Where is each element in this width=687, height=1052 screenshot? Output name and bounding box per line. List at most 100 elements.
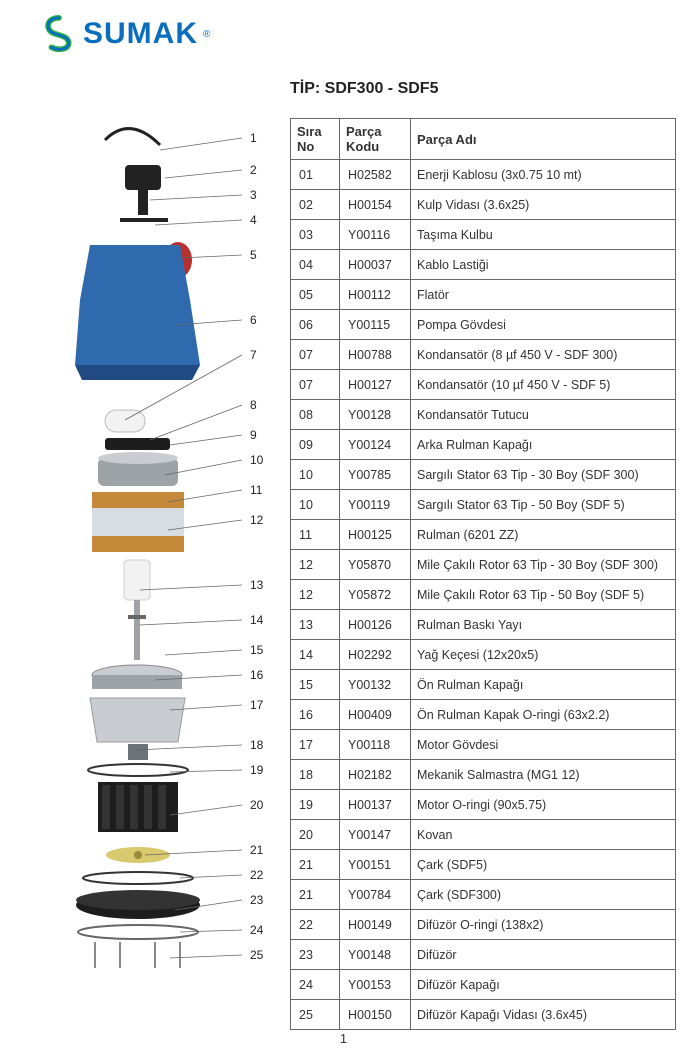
table-row: 13H00126Rulman Baskı Yayı: [291, 610, 676, 640]
cell-parca: H02582: [340, 160, 411, 190]
cell-parca: Y05870: [340, 550, 411, 580]
table-row: 11H00125Rulman (6201 ZZ): [291, 520, 676, 550]
part-seal: [128, 744, 148, 760]
cell-parca: Y00128: [340, 400, 411, 430]
cell-parca: Y00119: [340, 490, 411, 520]
table-row: 10Y00119Sargılı Stator 63 Tip - 50 Boy (…: [291, 490, 676, 520]
part-diff-oring: [83, 872, 193, 884]
table-row: 05H00112Flatör: [291, 280, 676, 310]
cell-sira: 04: [291, 250, 340, 280]
table-row: 25H00150Difüzör Kapağı Vidası (3.6x45): [291, 1000, 676, 1030]
part-rotor: [124, 560, 150, 660]
cell-adi: Kulp Vidası (3.6x25): [411, 190, 676, 220]
cell-parca: H00127: [340, 370, 411, 400]
cell-sira: 15: [291, 670, 340, 700]
callout-number: 22: [250, 868, 264, 882]
cell-adi: Motor Gövdesi: [411, 730, 676, 760]
callout-leader: [140, 620, 242, 625]
cell-adi: Kondansatör Tutucu: [411, 400, 676, 430]
cell-parca: H00788: [340, 340, 411, 370]
callout-number: 2: [250, 163, 257, 177]
part-handle-stem: [138, 190, 148, 215]
cell-parca: H00149: [340, 910, 411, 940]
cell-adi: Mile Çakılı Rotor 63 Tip - 30 Boy (SDF 3…: [411, 550, 676, 580]
part-oring: [88, 764, 188, 776]
table-row: 21Y00151Çark (SDF5): [291, 850, 676, 880]
table-row: 19H00137Motor O-ringi (90x5.75): [291, 790, 676, 820]
callout-number: 16: [250, 668, 264, 682]
callout-number: 17: [250, 698, 264, 712]
cell-parca: H00126: [340, 610, 411, 640]
cell-parca: Y00784: [340, 880, 411, 910]
cell-adi: Sargılı Stator 63 Tip - 30 Boy (SDF 300): [411, 460, 676, 490]
cell-parca: Y00151: [340, 850, 411, 880]
cell-adi: Flatör: [411, 280, 676, 310]
callout-number: 23: [250, 893, 264, 907]
cell-sira: 12: [291, 580, 340, 610]
exploded-diagram: 1234567891011121314151617181920212223242…: [20, 120, 280, 990]
callout-leader: [155, 220, 242, 225]
cell-adi: Kondansatör (10 µf 450 V - SDF 5): [411, 370, 676, 400]
page-number: 1: [340, 1031, 347, 1046]
cell-adi: Arka Rulman Kapağı: [411, 430, 676, 460]
cell-adi: Çark (SDF5): [411, 850, 676, 880]
cell-sira: 06: [291, 310, 340, 340]
cell-sira: 17: [291, 730, 340, 760]
cell-parca: Y00124: [340, 430, 411, 460]
part-capacitor: [105, 410, 145, 432]
callout-leader: [170, 805, 242, 815]
table-row: 22H00149Difüzör O-ringi (138x2): [291, 910, 676, 940]
table-row: 09Y00124Arka Rulman Kapağı: [291, 430, 676, 460]
table-row: 12Y05872Mile Çakılı Rotor 63 Tip - 50 Bo…: [291, 580, 676, 610]
cell-adi: Sargılı Stator 63 Tip - 50 Boy (SDF 5): [411, 490, 676, 520]
table-row: 23Y00148Difüzör: [291, 940, 676, 970]
cell-sira: 11: [291, 520, 340, 550]
callout-number: 3: [250, 188, 257, 202]
table-row: 01H02582Enerji Kablosu (3x0.75 10 mt): [291, 160, 676, 190]
cell-parca: Y00132: [340, 670, 411, 700]
table-row: 21Y00784Çark (SDF300): [291, 880, 676, 910]
callout-number: 20: [250, 798, 264, 812]
table-row: 20Y00147Kovan: [291, 820, 676, 850]
cell-adi: Rulman (6201 ZZ): [411, 520, 676, 550]
part-stator: [92, 492, 184, 552]
table-row: 10Y00785Sargılı Stator 63 Tip - 30 Boy (…: [291, 460, 676, 490]
cell-sira: 07: [291, 370, 340, 400]
cell-parca: H00409: [340, 700, 411, 730]
table-row: 07H00127Kondansatör (10 µf 450 V - SDF 5…: [291, 370, 676, 400]
part-impeller: [106, 847, 170, 863]
cell-parca: Y05872: [340, 580, 411, 610]
callout-leader: [165, 650, 242, 655]
cell-sira: 22: [291, 910, 340, 940]
table-row: 08Y00128Kondansatör Tutucu: [291, 400, 676, 430]
cell-sira: 13: [291, 610, 340, 640]
part-kovan: [98, 782, 178, 832]
part-pump-body: [75, 245, 200, 380]
callout-number: 18: [250, 738, 264, 752]
cell-parca: Y00153: [340, 970, 411, 1000]
table-row: 18H02182Mekanik Salmastra (MG1 12): [291, 760, 676, 790]
table-row: 17Y00118Motor Gövdesi: [291, 730, 676, 760]
table-row: 24Y00153Difüzör Kapağı: [291, 970, 676, 1000]
cell-sira: 21: [291, 850, 340, 880]
cell-parca: H00137: [340, 790, 411, 820]
callout-leader: [150, 405, 242, 440]
model-tip-label: TİP: SDF300 - SDF5: [290, 80, 438, 98]
cell-sira: 02: [291, 190, 340, 220]
logo-registered-icon: ®: [203, 29, 210, 40]
callout-leader: [160, 138, 242, 150]
cell-sira: 21: [291, 880, 340, 910]
cell-sira: 23: [291, 940, 340, 970]
callout-leader: [135, 745, 242, 750]
callout-number: 4: [250, 213, 257, 227]
callout-leader: [180, 930, 242, 932]
cell-parca: H00125: [340, 520, 411, 550]
cell-adi: Ön Rulman Kapak O-ringi (63x2.2): [411, 700, 676, 730]
table-row: 07H00788Kondansatör (8 µf 450 V - SDF 30…: [291, 340, 676, 370]
callout-number: 15: [250, 643, 264, 657]
cell-parca: H00150: [340, 1000, 411, 1030]
callout-number: 6: [250, 313, 257, 327]
callout-number: 5: [250, 248, 257, 262]
header-sira: Sıra No: [291, 119, 340, 160]
cell-adi: Yağ Keçesi (12x20x5): [411, 640, 676, 670]
